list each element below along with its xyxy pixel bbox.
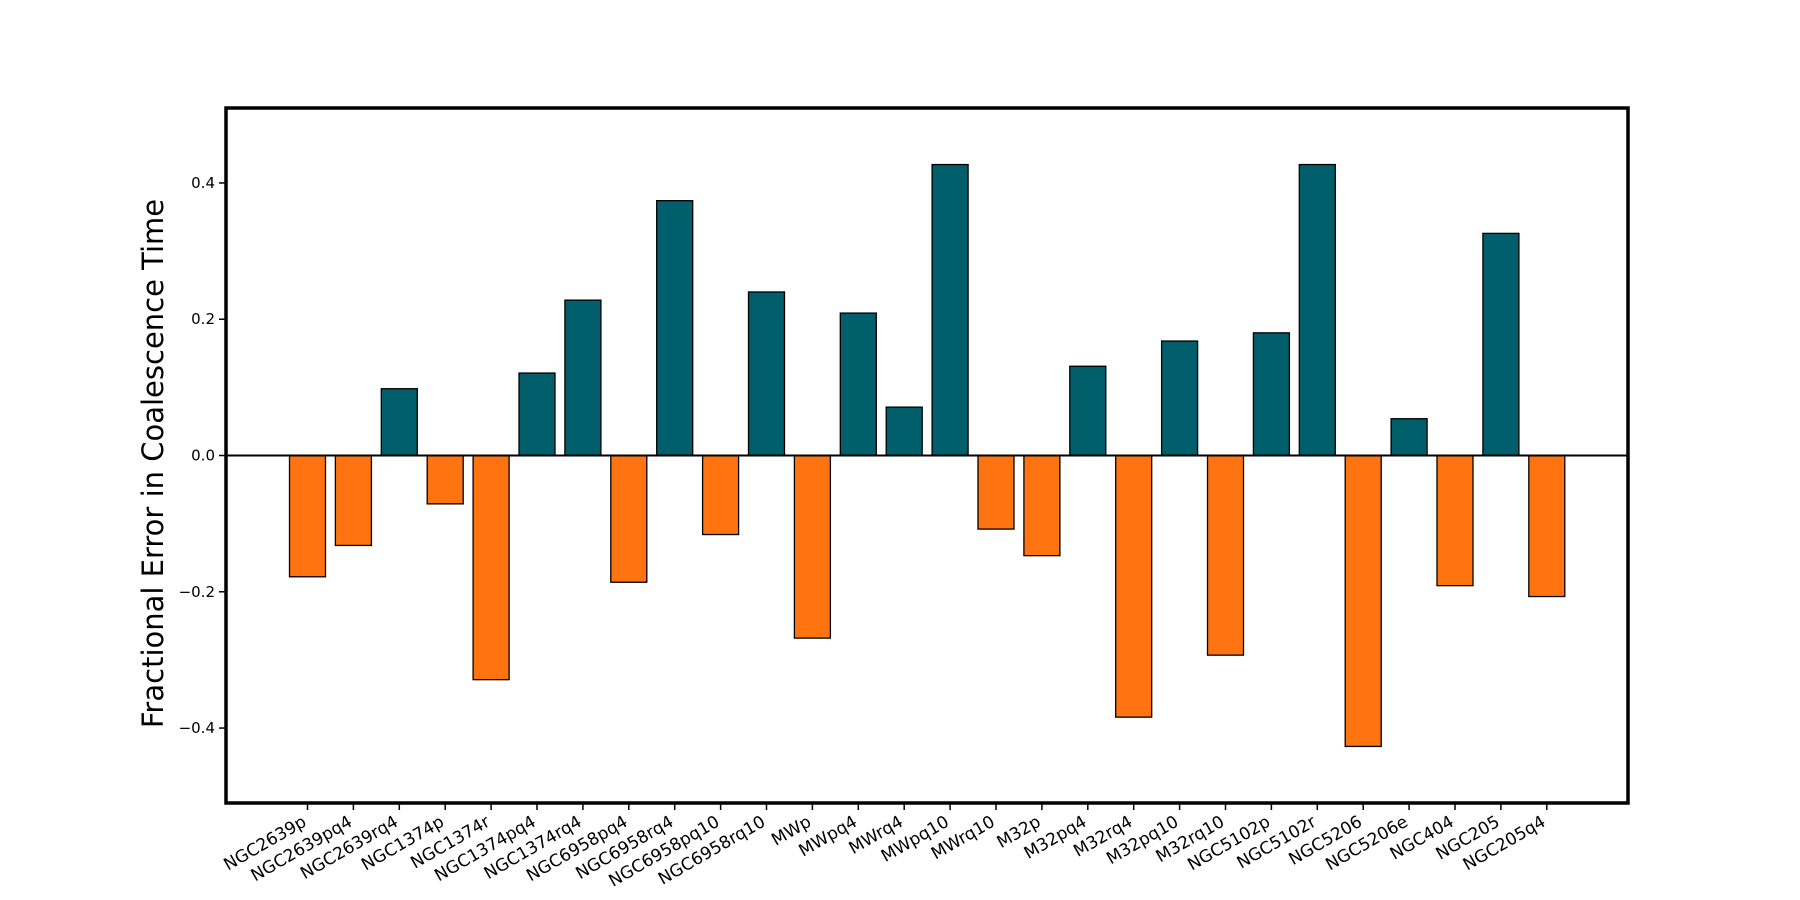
bar-M32rq4 (1115, 454, 1153, 718)
bar-NGC2639pq4 (334, 454, 373, 547)
y-tick-label: 0.2 (191, 310, 215, 328)
bar-M32p (1023, 454, 1061, 557)
bar-NGC6958pq10 (701, 454, 740, 536)
bar-NGC1374pq4 (518, 372, 556, 457)
bar-NGC6958rq10 (747, 291, 786, 457)
bar-M32rq10 (1206, 454, 1245, 656)
bar-NGC1374p (426, 454, 464, 505)
bar-MWp (793, 454, 832, 639)
y-axis: −0.4 −0.2 0.0 0.2 0.4 (179, 174, 226, 737)
bar-MWrq10 (977, 454, 1015, 530)
bar-NGC205 (1482, 232, 1520, 457)
bar-NGC5206 (1344, 454, 1382, 748)
bar-NGC1374rq4 (564, 299, 602, 457)
bar-NGC404 (1436, 454, 1474, 587)
y-tick-label: 0.4 (191, 174, 215, 192)
y-tick-label: −0.2 (179, 583, 215, 601)
y-tick-label: −0.4 (179, 719, 215, 737)
bar-MWrq4 (885, 406, 923, 457)
y-tick-label: 0.0 (191, 447, 215, 465)
bar-NGC5102r (1298, 163, 1336, 457)
bar-M32pq10 (1160, 340, 1199, 457)
bar-NGC205q4 (1528, 454, 1566, 598)
bar-NGC2639rq4 (380, 388, 418, 457)
bar-NGC6958rq4 (656, 200, 694, 457)
bar-NGC1374r (472, 454, 510, 681)
bar-NGC6958pq4 (610, 454, 648, 583)
y-axis-title: Fractional Error in Coalescence Time (136, 199, 170, 728)
bar-M32pq4 (1069, 365, 1107, 457)
bar-NGC5206e (1390, 418, 1428, 457)
bar-NGC5102p (1252, 332, 1291, 457)
bar-NGC2639p (288, 454, 327, 578)
x-axis: NGC2639pNGC2639pq4NGC2639rq4NGC1374pNGC1… (220, 803, 1549, 891)
bar-MWpq10 (931, 163, 969, 457)
bars-layer (288, 163, 1566, 748)
bar-MWpq4 (839, 312, 877, 457)
